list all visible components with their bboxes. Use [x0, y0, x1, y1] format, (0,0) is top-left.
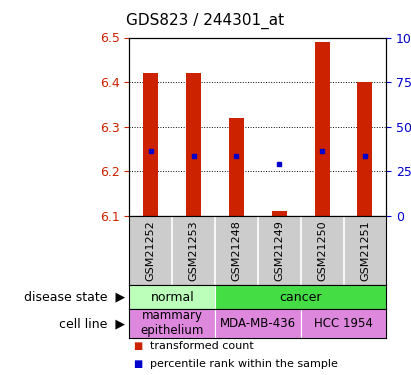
Bar	[129, 309, 215, 338]
Text: disease state  ▶: disease state ▶	[24, 291, 125, 304]
Text: ■: ■	[134, 341, 143, 351]
Text: GDS823 / 244301_at: GDS823 / 244301_at	[127, 13, 284, 29]
Bar	[129, 285, 215, 309]
Bar	[315, 42, 330, 216]
Text: cancer: cancer	[279, 291, 322, 304]
Bar	[229, 118, 244, 216]
Text: normal: normal	[150, 291, 194, 304]
Bar	[215, 309, 301, 338]
Text: GSM21251: GSM21251	[360, 220, 370, 280]
Text: percentile rank within the sample: percentile rank within the sample	[150, 359, 338, 369]
Text: GSM21249: GSM21249	[274, 220, 284, 281]
Text: transformed count: transformed count	[150, 341, 254, 351]
Bar	[215, 285, 386, 309]
Text: cell line  ▶: cell line ▶	[59, 317, 125, 330]
Text: GSM21253: GSM21253	[189, 220, 199, 280]
Bar	[358, 82, 372, 216]
Text: GSM21248: GSM21248	[231, 220, 242, 281]
Bar	[272, 211, 287, 216]
Bar	[186, 73, 201, 216]
Text: MDA-MB-436: MDA-MB-436	[220, 317, 296, 330]
Text: GSM21252: GSM21252	[146, 220, 156, 280]
Bar	[143, 73, 158, 216]
Text: ■: ■	[134, 359, 143, 369]
Text: HCC 1954: HCC 1954	[314, 317, 373, 330]
Bar	[301, 309, 386, 338]
Text: GSM21250: GSM21250	[317, 220, 327, 280]
Text: mammary
epithelium: mammary epithelium	[141, 309, 204, 338]
